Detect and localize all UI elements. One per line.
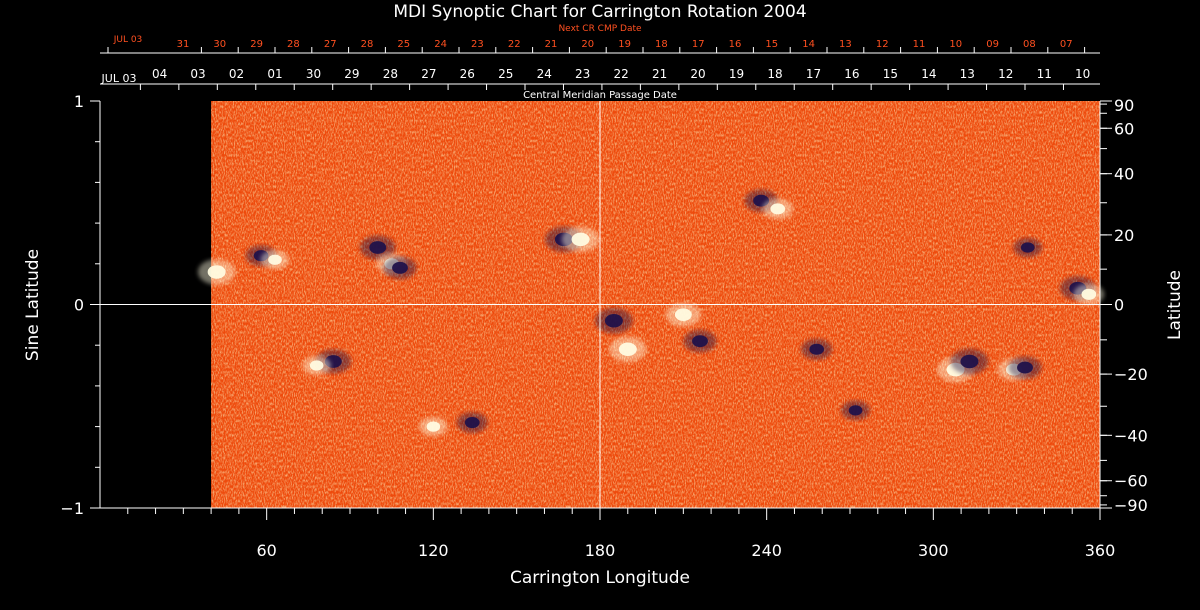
next-cr-date-label: 24 bbox=[434, 39, 447, 50]
cmp-date-label: 03 bbox=[190, 67, 205, 81]
next-cr-date-label: 28 bbox=[287, 39, 300, 50]
x-tick-label: 300 bbox=[918, 541, 949, 560]
next-cr-date-label: 13 bbox=[839, 39, 852, 50]
cmp-date-label: 16 bbox=[844, 67, 859, 81]
cmp-date-label: 14 bbox=[921, 67, 936, 81]
next-cr-date-label: 17 bbox=[692, 39, 705, 50]
cmp-date-label: 02 bbox=[229, 67, 244, 81]
axes: 60 120 180 240 300 36010−1906040200−20−40−60−… bbox=[60, 35, 1147, 560]
next-cr-date-label: 22 bbox=[508, 39, 521, 50]
y-tick-label: 1 bbox=[74, 92, 84, 111]
y-axis-label: Sine Latitude bbox=[23, 249, 43, 361]
lat-tick-label: 90 bbox=[1114, 96, 1134, 115]
cmp-start-label: JUL 03 bbox=[101, 72, 137, 85]
cmp-date-label: 27 bbox=[421, 67, 436, 81]
next-cr-date-label: 27 bbox=[324, 39, 337, 50]
active-region-negative bbox=[1020, 242, 1035, 253]
active-region-negative bbox=[809, 343, 825, 355]
next-cr-date-label: 30 bbox=[213, 39, 226, 50]
lat-tick-label: −90 bbox=[1114, 496, 1148, 515]
cmp-date-label: 13 bbox=[960, 67, 975, 81]
cmp-date-label: 10 bbox=[1075, 67, 1090, 81]
next-cr-date-label: 07 bbox=[1060, 39, 1073, 50]
active-region-positive bbox=[268, 254, 282, 265]
next-cr-date-label: 25 bbox=[397, 39, 410, 50]
next-cr-date-label: 23 bbox=[471, 39, 484, 50]
x-tick-label: 240 bbox=[751, 541, 782, 560]
cmp-date-label: 19 bbox=[729, 67, 744, 81]
lat-tick-label: 20 bbox=[1114, 226, 1134, 245]
next-cr-date-label: 11 bbox=[913, 39, 926, 50]
cmp-date-label: 11 bbox=[1037, 67, 1052, 81]
cmp-date-label: 18 bbox=[767, 67, 782, 81]
chart-title: MDI Synoptic Chart for Carrington Rotati… bbox=[393, 2, 806, 22]
active-region-positive bbox=[309, 360, 324, 371]
active-region-positive bbox=[426, 421, 441, 432]
x-tick-label: 180 bbox=[585, 541, 616, 560]
next-cr-date-label: 16 bbox=[729, 39, 742, 50]
active-region-negative bbox=[1017, 361, 1033, 374]
next-cr-date-label: 21 bbox=[545, 39, 558, 50]
y-tick-label: −1 bbox=[60, 499, 84, 518]
lat-tick-label: −60 bbox=[1114, 472, 1148, 491]
next-cr-date-label: 28 bbox=[361, 39, 374, 50]
next-cr-axis-label: Next CR CMP Date bbox=[558, 24, 642, 34]
next-cr-date-label: 20 bbox=[581, 39, 594, 50]
next-cr-date-label: 15 bbox=[765, 39, 778, 50]
x-tick-label: 60 bbox=[256, 541, 276, 560]
active-region-negative bbox=[369, 241, 387, 254]
active-region-positive bbox=[207, 265, 226, 279]
next-cr-date-label: 08 bbox=[1023, 39, 1036, 50]
cmp-date-label: 21 bbox=[652, 67, 667, 81]
active-region-positive bbox=[618, 342, 637, 357]
lat-tick-label: 60 bbox=[1114, 119, 1134, 138]
active-region-positive bbox=[770, 203, 786, 215]
cmp-date-label: 12 bbox=[998, 67, 1013, 81]
active-region-negative bbox=[960, 354, 979, 369]
active-region-positive bbox=[571, 232, 590, 247]
next-cr-date-label: 09 bbox=[986, 39, 999, 50]
cmp-date-label: 30 bbox=[306, 67, 321, 81]
cmp-date-label: 17 bbox=[806, 67, 821, 81]
cmp-date-label: 23 bbox=[575, 67, 590, 81]
cmp-date-label: 22 bbox=[614, 67, 629, 81]
next-cr-date-label: 29 bbox=[250, 39, 263, 50]
lat-tick-label: −20 bbox=[1114, 365, 1148, 384]
cmp-date-label: 29 bbox=[344, 67, 359, 81]
active-region-negative bbox=[604, 314, 623, 328]
next-cr-date-label: 14 bbox=[802, 39, 815, 50]
cmp-date-label: 20 bbox=[690, 67, 705, 81]
cmp-axis-label: Central Meridian Passage Date bbox=[523, 90, 677, 101]
next-cr-date-label: 10 bbox=[949, 39, 962, 50]
next-cr-date-label: 18 bbox=[655, 39, 668, 50]
lat-tick-label: −40 bbox=[1114, 426, 1148, 445]
active-region-negative bbox=[848, 405, 863, 416]
lat-tick-label: 40 bbox=[1114, 165, 1134, 184]
x-tick-label: 120 bbox=[418, 541, 449, 560]
cmp-date-label: 25 bbox=[498, 67, 513, 81]
x-axis-label: Carrington Longitude bbox=[510, 568, 690, 588]
magnetogram-plot bbox=[100, 101, 1105, 508]
x-tick-label: 360 bbox=[1085, 541, 1116, 560]
active-region-negative bbox=[392, 261, 408, 274]
y2-axis-label: Latitude bbox=[1165, 270, 1185, 340]
next-cr-date-label: 31 bbox=[177, 39, 190, 50]
next-cr-date-label: 12 bbox=[876, 39, 889, 50]
cmp-date-label: 24 bbox=[537, 67, 552, 81]
next-cr-start-label: JUL 03 bbox=[113, 35, 143, 45]
next-cr-date-label: 19 bbox=[618, 39, 631, 50]
lat-tick-label: 0 bbox=[1114, 296, 1124, 315]
active-region-negative bbox=[692, 335, 708, 348]
cmp-date-label: 26 bbox=[460, 67, 475, 81]
y-tick-label: 0 bbox=[74, 296, 84, 315]
cmp-date-label: 01 bbox=[267, 67, 282, 81]
active-region-positive bbox=[674, 308, 692, 322]
cmp-date-label: 28 bbox=[383, 67, 398, 81]
cmp-date-label: 15 bbox=[883, 67, 898, 81]
active-region-positive bbox=[1081, 288, 1097, 300]
cmp-date-label: 04 bbox=[152, 67, 167, 81]
active-region-negative bbox=[464, 416, 480, 429]
